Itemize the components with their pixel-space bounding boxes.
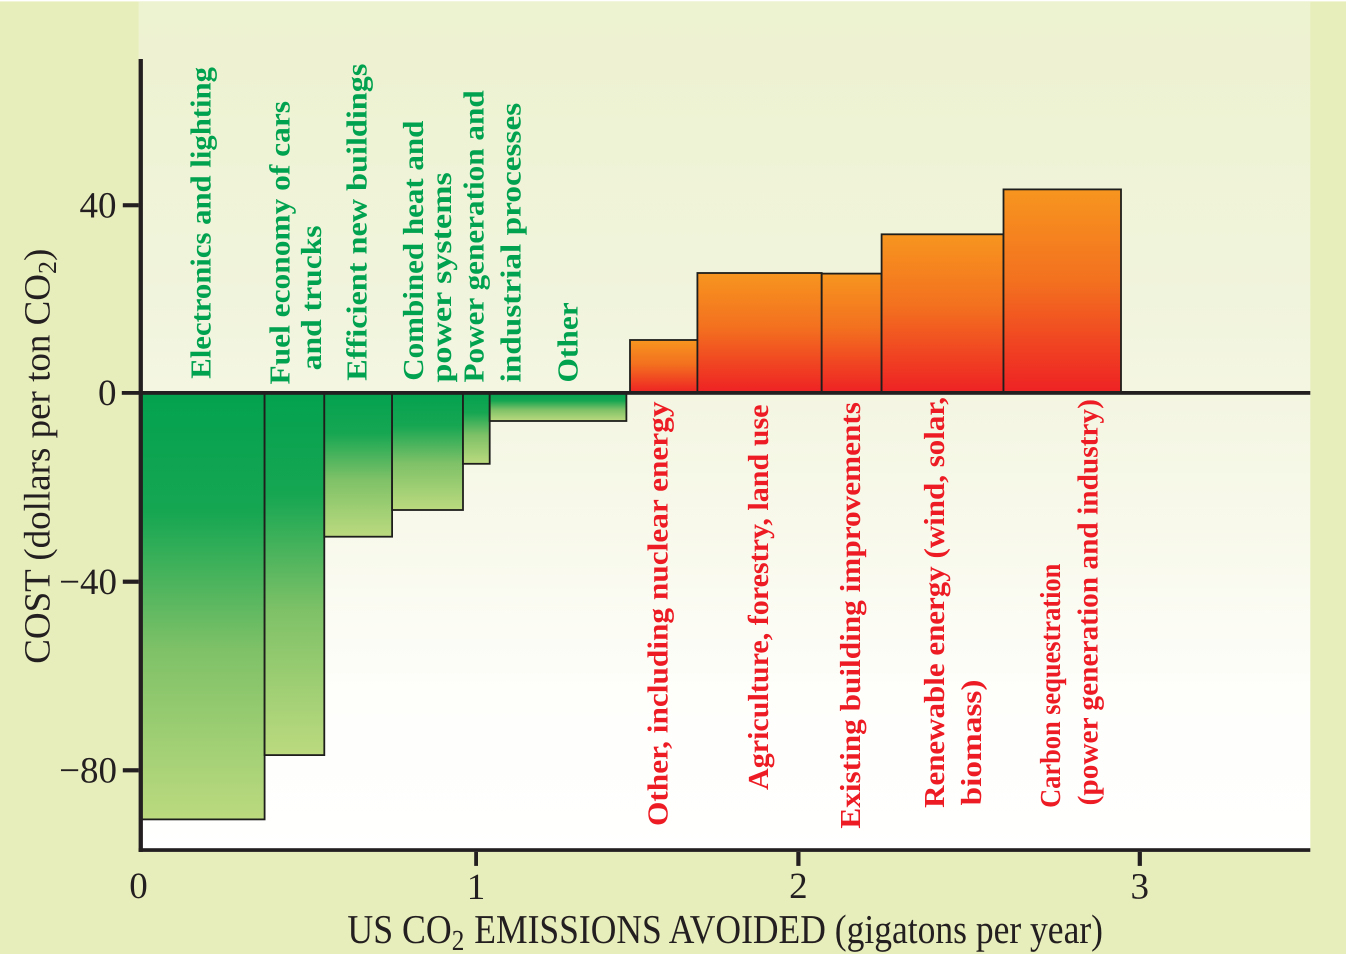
svg-text:Electronics and lighting: Electronics and lighting [185,66,217,378]
svg-text:−80: −80 [59,751,117,792]
svg-text:Combined heat and: Combined heat and [398,121,430,381]
svg-text:Fuel economy of cars: Fuel economy of cars [265,101,297,385]
svg-text:2: 2 [33,261,62,274]
svg-text:COST (dollars per ton CO: COST (dollars per ton CO [18,274,59,664]
svg-text:biomass): biomass) [956,680,988,806]
svg-text:2: 2 [452,925,465,954]
svg-text:Existing building improvements: Existing building improvements [835,402,867,829]
svg-text:EMISSIONS AVOIDED (gigatons pe: EMISSIONS AVOIDED (gigatons per year) [474,906,1103,952]
svg-text:0: 0 [129,866,148,907]
svg-text:industrial processes: industrial processes [496,103,528,383]
svg-text:2: 2 [789,866,808,907]
svg-text:Other, including nuclear energ: Other, including nuclear energy [643,401,675,826]
svg-text:−40: −40 [59,562,117,603]
svg-text:Power generation and: Power generation and [459,90,491,382]
svg-text:0: 0 [98,373,117,414]
svg-text:40: 40 [80,185,117,226]
svg-text:(power generation and industry: (power generation and industry) [1072,399,1104,805]
svg-text:Renewable energy (wind, solar,: Renewable energy (wind, solar, [919,397,951,808]
svg-text:Efficient new buildings: Efficient new buildings [341,64,373,381]
svg-text:Agriculture, forestry, land us: Agriculture, forestry, land use [743,404,775,790]
svg-text:3: 3 [1131,867,1150,908]
svg-text:): ) [18,249,59,261]
svg-text:power systems: power systems [426,172,458,382]
svg-text:and trucks: and trucks [296,225,328,370]
svg-text:Carbon sequestration: Carbon sequestration [1035,564,1067,808]
svg-text:US CO: US CO [347,906,451,952]
svg-text:Other: Other [553,302,585,382]
svg-text:1: 1 [467,867,486,908]
